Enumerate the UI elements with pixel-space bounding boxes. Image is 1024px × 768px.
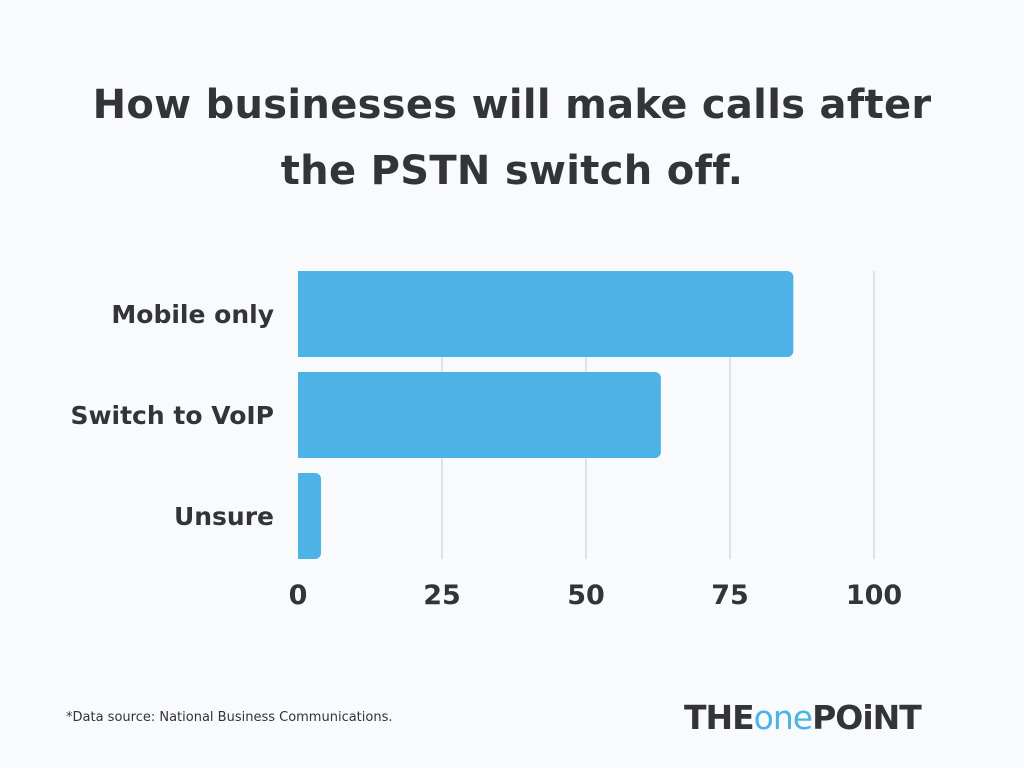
chart-title: How businesses will make calls after the… <box>0 72 1024 204</box>
bar-unsure <box>298 473 322 559</box>
bar-switch-to-voip <box>298 372 661 458</box>
x-tick-label: 0 <box>289 580 308 611</box>
x-tick-label: 75 <box>711 580 749 611</box>
category-label: Switch to VoIP <box>70 401 274 430</box>
x-tick-label: 50 <box>567 580 605 611</box>
x-tick-label: 25 <box>423 580 461 611</box>
theonepoint-logo: THEonePOiNT <box>684 698 922 737</box>
data-source-footnote: *Data source: National Business Communic… <box>66 710 393 725</box>
x-tick-label: 100 <box>846 580 902 611</box>
bar-mobile-only <box>298 271 794 357</box>
category-label: Unsure <box>174 502 274 531</box>
category-label: Mobile only <box>111 300 274 329</box>
chart-title-line-2: the PSTN switch off. <box>280 148 744 194</box>
chart-title-line-1: How businesses will make calls after <box>92 82 932 128</box>
